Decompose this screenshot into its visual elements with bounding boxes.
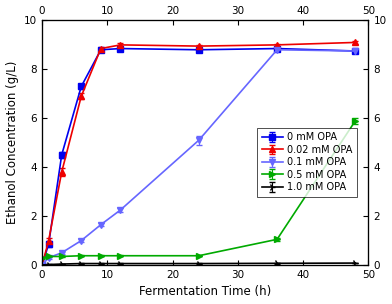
- X-axis label: Fermentation Time (h): Fermentation Time (h): [139, 285, 271, 299]
- Y-axis label: Ethanol Concentration (g/L): Ethanol Concentration (g/L): [5, 61, 18, 224]
- Legend: 0 mM OPA, 0.02 mM OPA, 0.1 mM OPA, 0.5 mM OPA, 1.0 mM OPA: 0 mM OPA, 0.02 mM OPA, 0.1 mM OPA, 0.5 m…: [257, 128, 357, 197]
